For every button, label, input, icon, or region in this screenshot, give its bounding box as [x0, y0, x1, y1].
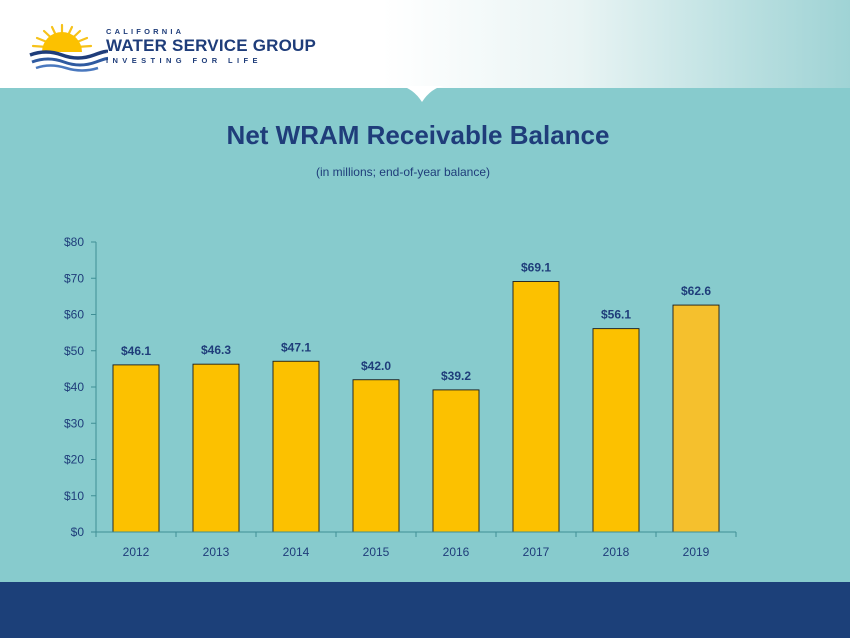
y-tick-label: $80 [64, 235, 84, 249]
y-tick-label: $30 [64, 416, 84, 430]
x-tick-label: 2013 [203, 545, 230, 559]
bar-2012 [112, 364, 160, 533]
x-tick-label: 2015 [363, 545, 390, 559]
bar-2016 [432, 389, 480, 533]
chart-title: Net WRAM Receivable Balance [226, 120, 610, 150]
company-name: CALIFORNIA WATER SERVICE GROUP INVESTING… [106, 27, 316, 66]
company-name-main: WATER SERVICE GROUP [106, 36, 317, 55]
chart-subtitle: (in millions; end-of-year balance) [315, 165, 491, 179]
data-label-2013: $46.3 [201, 343, 231, 357]
data-label-2014: $47.1 [281, 340, 311, 354]
bar-2017 [512, 281, 560, 533]
x-tick-label: 2019 [683, 545, 710, 559]
x-tick-label: 2016 [443, 545, 470, 559]
y-tick-label: $0 [71, 525, 85, 539]
bar-2013 [192, 363, 240, 533]
bar-2014 [272, 360, 320, 533]
bar-2019 [672, 304, 720, 533]
data-label-2015: $42.0 [361, 359, 391, 373]
header-banner: CALIFORNIA WATER SERVICE GROUP INVESTING… [0, 0, 850, 88]
company-tagline: INVESTING FOR LIFE [106, 56, 262, 65]
bar-2015 [352, 379, 400, 533]
y-tick-label: $10 [64, 489, 84, 503]
x-tick-label: 2012 [123, 545, 150, 559]
data-label-2016: $39.2 [441, 369, 471, 383]
header-notch [400, 86, 444, 102]
y-tick-label: $70 [64, 271, 84, 285]
x-tick-label: 2017 [523, 545, 550, 559]
bar-chart: $0 $10 $20 $30 $40 $50 $60 $70 $80 $46.1 $46.3 $47.… [64, 235, 737, 559]
y-tick-label: $60 [64, 308, 84, 322]
x-tick-label: 2014 [283, 545, 310, 559]
company-logo-icon [29, 23, 108, 72]
data-label-2018: $56.1 [601, 308, 631, 322]
bar-2018 [592, 328, 640, 533]
x-tick-label: 2018 [603, 545, 630, 559]
data-label-2017: $69.1 [521, 261, 551, 275]
company-name-top: CALIFORNIA [106, 27, 185, 36]
y-tick-label: $20 [64, 453, 84, 467]
footer-band [0, 582, 850, 638]
y-tick-label: $40 [64, 380, 84, 394]
data-label-2012: $46.1 [121, 344, 151, 358]
y-tick-label: $50 [64, 344, 84, 358]
data-label-2019: $62.6 [681, 284, 711, 298]
